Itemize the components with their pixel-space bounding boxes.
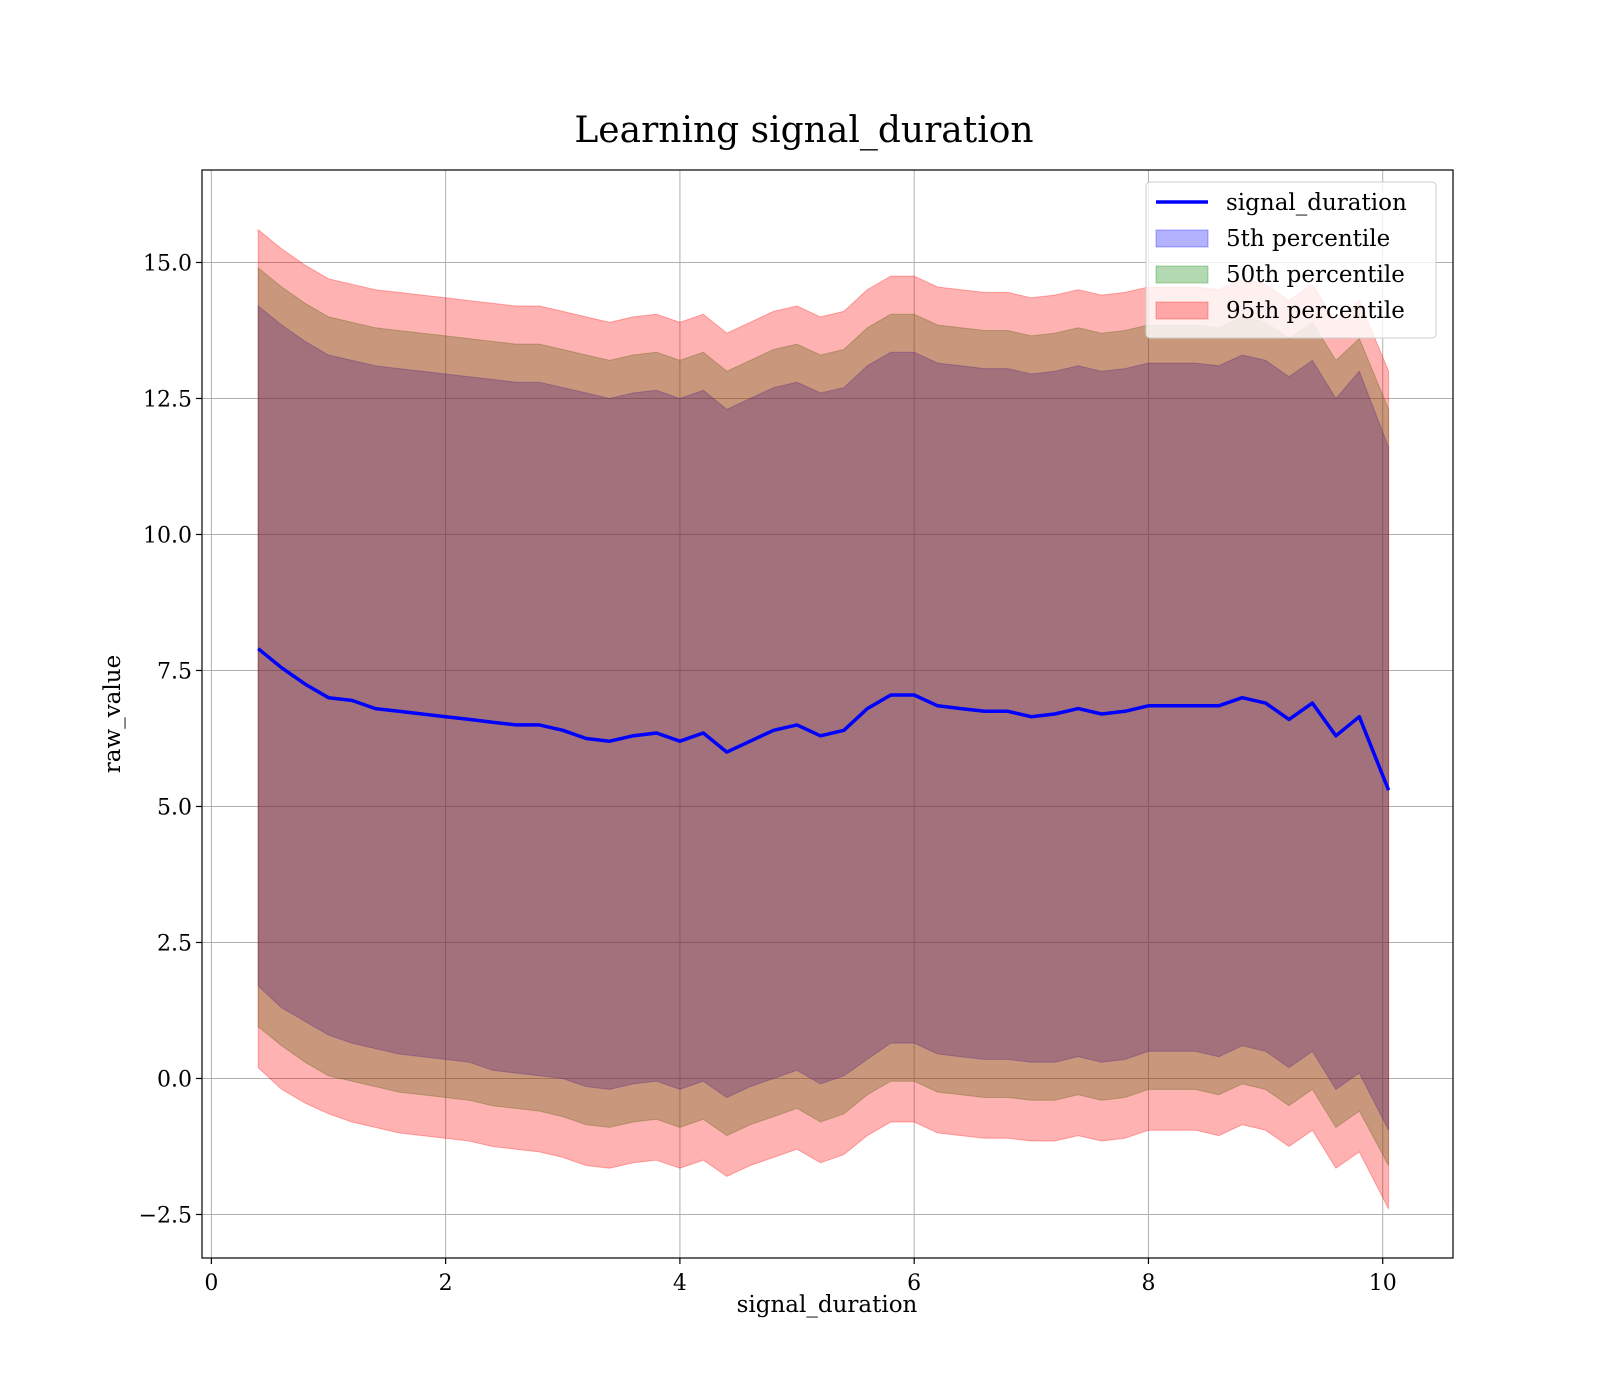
band-50th-percentile — [257, 266, 1390, 1166]
series-line-signal-duration — [257, 647, 1391, 791]
legend-swatch-5th-percentile — [1155, 229, 1209, 248]
legend-label-50th-percentile: 50th percentile — [1226, 262, 1405, 288]
legend-box — [1145, 181, 1437, 339]
x-tick-label-2: 4 — [673, 1271, 687, 1296]
chart-title: Learning signal_duration — [574, 110, 1033, 151]
y-tick-label-2: 2.5 — [157, 931, 192, 956]
legend-swatch-95th-percentile — [1155, 301, 1209, 320]
y-tick-label-0: −2.5 — [139, 1203, 192, 1228]
y-axis-label: raw_value — [100, 655, 126, 773]
y-tick-label-6: 12.5 — [143, 387, 192, 412]
y-tick-label-5: 10.0 — [143, 523, 192, 548]
plot-frame — [201, 169, 1454, 1259]
y-axis-ticks: −2.5 0.0 2.5 5.0 7.5 10.0 12.5 15.0 — [139, 251, 202, 1228]
grid — [202, 170, 1453, 1258]
band-95th-percentile — [257, 228, 1390, 1210]
x-tick-label-1: 2 — [439, 1271, 453, 1296]
band-5th-percentile — [257, 304, 1390, 1131]
legend: signal_duration 5th percentile 50th percen… — [1145, 181, 1437, 339]
x-axis-ticks: 0 2 4 6 8 10 — [204, 1258, 1397, 1296]
y-tick-label-4: 7.5 — [157, 659, 192, 684]
percentile-bands — [257, 228, 1390, 1210]
x-axis-label: signal_duration — [737, 1292, 918, 1318]
legend-swatch-50th-percentile — [1155, 265, 1209, 284]
legend-label-95th-percentile: 95th percentile — [1226, 298, 1405, 324]
legend-label-signal-duration: signal_duration — [1226, 190, 1407, 216]
x-tick-label-0: 0 — [204, 1271, 218, 1296]
y-tick-label-7: 15.0 — [143, 251, 192, 276]
series-lines — [257, 647, 1391, 791]
legend-label-5th-percentile: 5th percentile — [1226, 226, 1390, 252]
x-tick-label-5: 10 — [1369, 1271, 1397, 1296]
x-tick-label-3: 6 — [907, 1271, 921, 1296]
x-tick-label-4: 8 — [1141, 1271, 1155, 1296]
y-tick-label-1: 0.0 — [157, 1067, 192, 1092]
y-tick-label-3: 5.0 — [157, 795, 192, 820]
